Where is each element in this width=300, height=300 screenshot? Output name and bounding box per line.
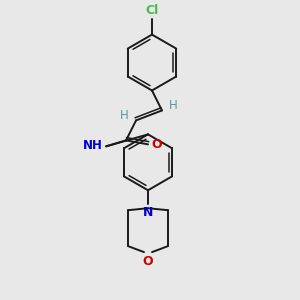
Text: NH: NH xyxy=(83,139,103,152)
Text: N: N xyxy=(143,206,153,219)
Text: H: H xyxy=(120,109,129,122)
Text: O: O xyxy=(143,255,153,268)
Text: Cl: Cl xyxy=(146,4,159,16)
Text: O: O xyxy=(151,138,162,151)
Text: H: H xyxy=(169,99,178,112)
